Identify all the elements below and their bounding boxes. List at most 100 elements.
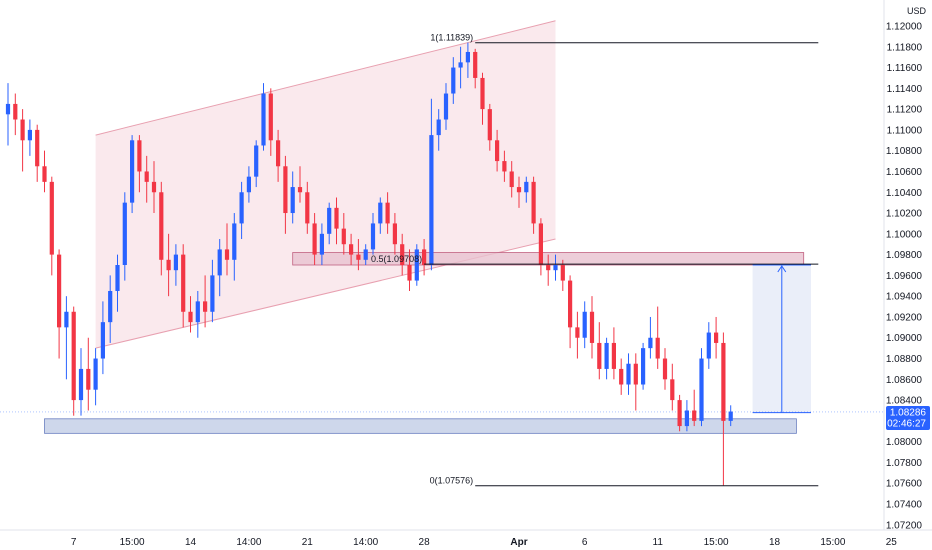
candle (276, 129, 281, 182)
candle-body (319, 233, 324, 255)
candle-body (677, 400, 682, 427)
candle-body (115, 265, 120, 291)
candle (458, 46, 463, 89)
last-price-tag (886, 405, 930, 430)
candle (261, 83, 266, 151)
candle-body (188, 311, 193, 323)
x-tick-label: 18 (769, 537, 781, 548)
candle-body (568, 280, 573, 328)
candle (582, 301, 587, 349)
currency-label: USD (907, 6, 927, 16)
candle-body (93, 358, 98, 390)
y-tick-label: 1.10400 (886, 188, 923, 199)
candle (538, 218, 543, 276)
candle (20, 109, 25, 172)
candle (312, 213, 317, 265)
x-tick-label: 7 (71, 537, 77, 548)
candle (699, 348, 704, 427)
candle-body (619, 368, 624, 385)
x-tick-label: 21 (302, 537, 314, 548)
candle (203, 275, 208, 328)
candle-body (458, 62, 463, 68)
candle-body (473, 51, 478, 78)
y-tick-label: 1.11600 (887, 63, 923, 74)
candle-body (137, 140, 142, 172)
candle (93, 348, 98, 406)
fib-level-1-label: 1(1.11839) (430, 33, 473, 43)
candle-body (232, 223, 237, 260)
candle-body (670, 379, 675, 401)
x-tick-label: Apr (510, 537, 527, 548)
candle (414, 244, 419, 286)
x-tick-label: 6 (582, 537, 588, 548)
x-tick-label: 15:00 (820, 537, 845, 548)
candle (305, 181, 310, 234)
candle-body (611, 342, 616, 369)
candle-body (349, 244, 354, 255)
candle (35, 124, 40, 182)
support-zone (44, 418, 797, 434)
candle-body (728, 411, 733, 421)
candle (451, 57, 456, 104)
candle-body (451, 67, 456, 94)
candle (64, 296, 69, 380)
candle (246, 166, 251, 203)
candle (604, 337, 609, 380)
time-axis[interactable]: 7 15:00 14 14:00 21 14:00 28 Apr 6 11 15:00 18 15:00… (0, 529, 932, 548)
candle (224, 223, 230, 276)
y-tick-label: 1.08600 (886, 375, 923, 386)
candle (611, 327, 616, 380)
x-tick-label: 15:00 (120, 537, 145, 548)
candle (670, 363, 675, 411)
measure-arrow-head (777, 265, 787, 273)
candle (239, 181, 244, 240)
candle (319, 223, 324, 265)
candles-layer (5, 42, 733, 486)
candle (370, 213, 376, 255)
candle-body (684, 410, 689, 427)
candle-body (699, 358, 704, 421)
candle-body (531, 181, 536, 224)
candle-body (378, 202, 383, 224)
candle-body (553, 265, 558, 271)
candle (662, 348, 668, 390)
candle-body (662, 358, 668, 380)
candle (546, 254, 551, 286)
y-tick-label: 1.09600 (886, 271, 923, 282)
candle (531, 176, 536, 234)
candle (714, 316, 719, 359)
candle-body (356, 254, 361, 260)
candle (648, 316, 653, 359)
candle (232, 213, 237, 281)
candle-body (436, 119, 441, 136)
candle (626, 353, 631, 395)
candle (480, 72, 485, 125)
candle-body (181, 254, 186, 312)
y-tick-label: 1.11400 (887, 84, 923, 95)
candle (13, 93, 18, 136)
candle-body (575, 327, 580, 338)
candle-body (159, 192, 164, 260)
candle (692, 389, 697, 427)
candle-body (151, 181, 157, 193)
candle-body (64, 311, 69, 328)
candle-body (429, 135, 434, 265)
candle (619, 358, 624, 395)
candle-body (20, 119, 25, 141)
candle-body (268, 93, 273, 141)
candle-body (538, 223, 543, 265)
candle-body (203, 301, 208, 312)
candle-body (49, 181, 54, 255)
y-tick-label: 1.12000 (886, 21, 923, 32)
candle (108, 275, 113, 343)
price-axis[interactable]: USD 1.12000 1.11800 1.11600 1.11400 1.11200 1… (883, 0, 930, 531)
candle (385, 192, 390, 234)
candle (560, 259, 565, 291)
candle-body (71, 311, 76, 401)
candle-body (290, 187, 295, 214)
candle (553, 254, 558, 281)
x-tick-label: 11 (653, 537, 664, 548)
candle-body (239, 192, 244, 224)
candle-body (422, 249, 427, 265)
